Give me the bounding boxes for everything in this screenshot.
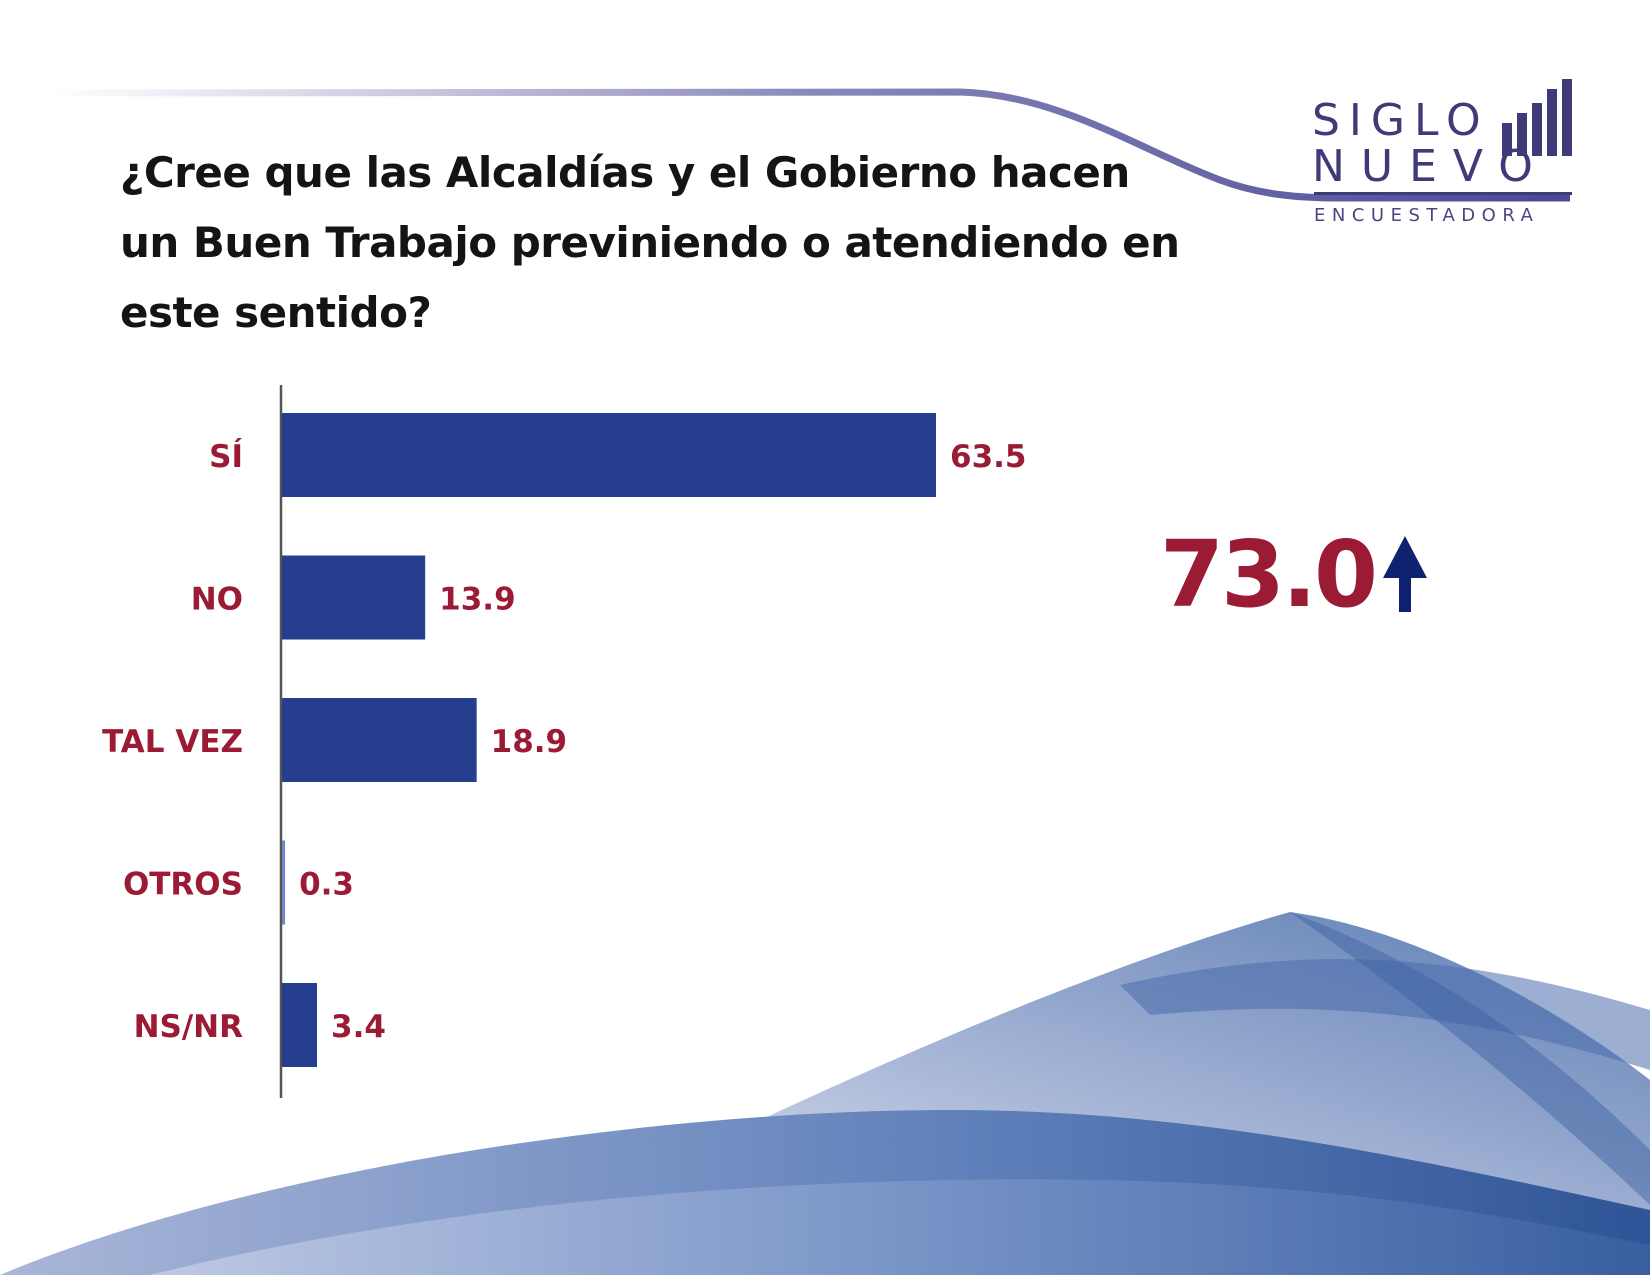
data-label: 0.3 [299,867,354,903]
category-label: TAL VEZ [102,724,243,760]
arrow-up-icon [1383,536,1427,612]
logo: SIGLO NUEVO ENCUESTADORA [1300,75,1600,235]
logo-line-nuevo: NUEVO [1312,141,1549,192]
bar-1 [282,555,426,640]
logo-line-encuestadora: ENCUESTADORA [1314,205,1540,226]
bar-4 [282,983,318,1067]
category-label: NO [191,582,243,618]
data-label: 18.9 [491,724,568,760]
category-label: NS/NR [134,1009,244,1045]
data-label: 3.4 [331,1009,386,1045]
bar-2 [282,698,477,782]
logo-line-siglo: SIGLO [1312,95,1490,146]
chart-marks: SÍ 63.5 NO 13.9 TAL VEZ 18.9 OTROS 0.3 NS/NR 3.4 [102,413,1027,1067]
bar-chart: SÍ 63.5 NO 13.9 TAL VEZ 18.9 OTROS 0.3 NS/NR 3.4 [102,385,1027,1098]
chart-title: ¿Cree que las Alcaldías y el Gobierno ha… [120,148,1180,337]
bar-3 [282,840,286,925]
data-label: 63.5 [950,439,1027,475]
bar-0 [282,413,936,497]
category-label: SÍ [209,439,243,475]
data-label: 13.9 [439,582,516,618]
logo-bars-icon [1314,79,1572,195]
category-label: OTROS [123,867,243,903]
highlight-value: 73.0 [1160,521,1378,628]
